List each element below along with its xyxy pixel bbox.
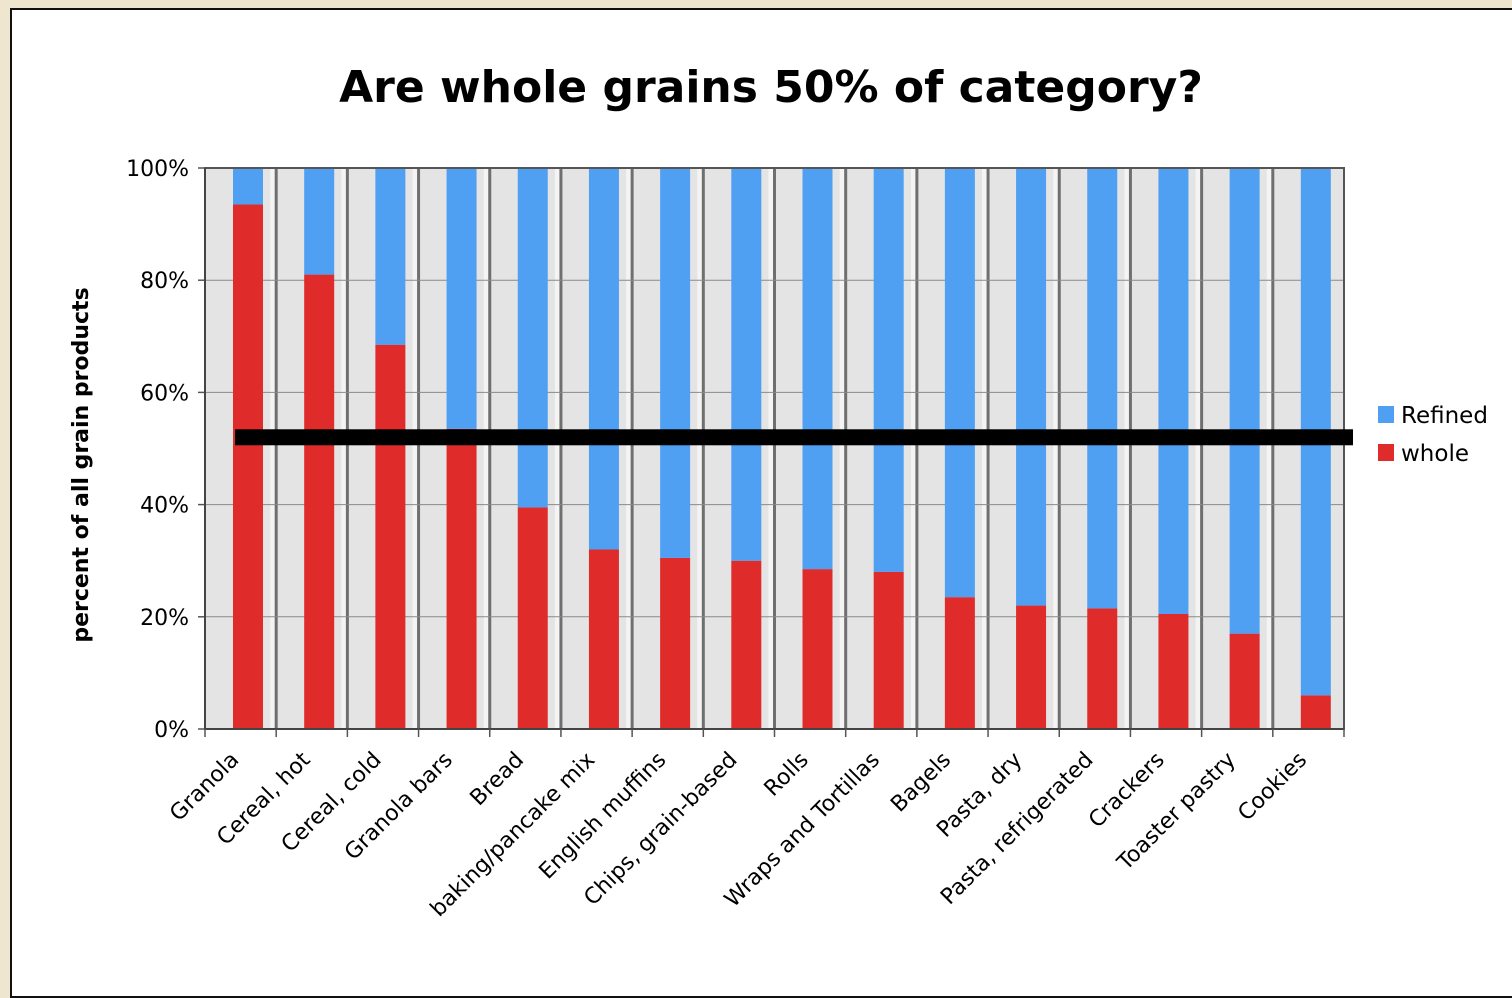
bar-refined bbox=[517, 168, 548, 508]
legend-swatch-refined bbox=[1378, 406, 1394, 423]
grid-stripe bbox=[910, 168, 917, 729]
category-label: English muffins bbox=[535, 748, 672, 885]
grid-stripe bbox=[1053, 168, 1060, 729]
bar-whole bbox=[944, 597, 975, 729]
bar-refined bbox=[375, 168, 406, 345]
bar-whole bbox=[731, 560, 762, 729]
bar-whole bbox=[446, 428, 477, 729]
legend: Refined whole bbox=[1378, 403, 1488, 467]
chart-title: Are whole grains 50% of category? bbox=[339, 62, 1203, 113]
y-tick-label: 100% bbox=[126, 157, 189, 182]
grid-stripe bbox=[341, 168, 348, 729]
bar-refined bbox=[660, 168, 691, 558]
bar-whole bbox=[660, 557, 691, 729]
bar-whole bbox=[1158, 613, 1189, 729]
bar-refined bbox=[731, 168, 762, 561]
grid-stripe bbox=[697, 168, 704, 729]
grid-stripe bbox=[483, 168, 490, 729]
y-tick-label: 0% bbox=[154, 718, 189, 743]
grid-stripe bbox=[412, 168, 419, 729]
grid-stripe bbox=[1266, 168, 1273, 729]
y-tick-label: 80% bbox=[140, 269, 189, 294]
bar-whole bbox=[1016, 605, 1047, 729]
grid-stripe bbox=[768, 168, 775, 729]
bar-whole bbox=[873, 571, 904, 729]
bar-whole bbox=[517, 507, 548, 729]
bar-refined bbox=[1016, 168, 1047, 606]
grid-stripe bbox=[1124, 168, 1131, 729]
category-label: Rolls bbox=[760, 748, 814, 802]
category-label: Bread bbox=[466, 748, 529, 811]
bar-refined bbox=[873, 168, 904, 572]
y-tick-label: 20% bbox=[140, 606, 189, 631]
bar-whole bbox=[375, 344, 406, 729]
bar-whole bbox=[1087, 608, 1118, 729]
bar-whole bbox=[304, 274, 335, 729]
y-axis-label: percent of all grain products bbox=[69, 287, 94, 642]
bar-whole bbox=[1229, 633, 1260, 729]
bar-refined bbox=[802, 168, 833, 570]
y-tick-label: 40% bbox=[140, 494, 189, 519]
category-label: Cookies bbox=[1233, 748, 1312, 827]
bar-whole bbox=[802, 569, 833, 729]
bar-refined bbox=[1229, 168, 1260, 634]
bar-whole bbox=[1300, 695, 1331, 729]
bar-whole bbox=[233, 204, 263, 730]
grid-stripe bbox=[270, 168, 277, 729]
bar-refined bbox=[1158, 168, 1189, 614]
legend-swatch-whole bbox=[1378, 444, 1394, 461]
grid-stripe bbox=[982, 168, 989, 729]
grid-stripe bbox=[839, 168, 846, 729]
bar-refined bbox=[944, 168, 975, 598]
grid-stripe bbox=[554, 168, 561, 729]
bar-refined bbox=[1087, 168, 1118, 609]
bar-refined bbox=[588, 168, 619, 550]
grid-stripe bbox=[1195, 168, 1202, 729]
y-tick-label: 60% bbox=[140, 381, 189, 406]
category-label: Bagels bbox=[886, 748, 956, 818]
grid-stripe bbox=[626, 168, 633, 729]
reference-line bbox=[235, 429, 1353, 446]
bar-refined bbox=[233, 168, 263, 205]
legend-label-refined: Refined bbox=[1401, 403, 1488, 429]
bar-refined bbox=[304, 168, 335, 275]
bar-whole bbox=[588, 549, 619, 729]
chart: Are whole grains 50% of category? 0% 20% 4… bbox=[69, 62, 1488, 922]
legend-label-whole: whole bbox=[1401, 441, 1469, 467]
bar-refined bbox=[446, 168, 477, 429]
